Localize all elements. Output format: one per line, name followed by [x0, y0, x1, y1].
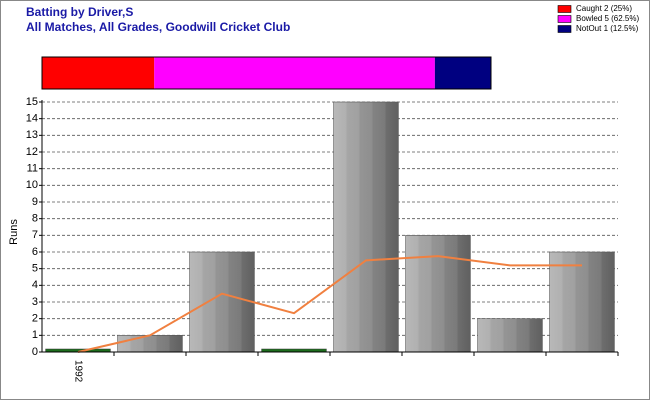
dismissal-segment — [154, 57, 435, 89]
legend-label: Bowled 5 (62.5%) — [576, 14, 639, 23]
chart-subtitle: All Matches, All Grades, Goodwill Cricke… — [26, 20, 290, 34]
y-axis-label: Runs — [8, 219, 20, 245]
average-line — [77, 255, 582, 353]
y-tick-label: 0 — [32, 346, 38, 358]
y-tick-label: 14 — [26, 113, 38, 125]
bar — [405, 235, 471, 353]
y-tick-label: 4 — [32, 279, 38, 291]
y-tick-label: 2 — [32, 313, 38, 325]
y-tick-label: 10 — [26, 179, 38, 191]
legend-swatch — [557, 25, 572, 33]
y-tick-label: 5 — [32, 263, 38, 275]
y-tick-label: 1 — [32, 329, 38, 341]
bar — [333, 101, 399, 353]
y-tick-label: 15 — [26, 96, 38, 108]
y-tick-label: 12 — [26, 146, 38, 158]
y-tick-label: 8 — [32, 213, 38, 225]
legend-label: Caught 2 (25%) — [576, 4, 632, 13]
legend-swatch — [557, 15, 572, 23]
dismissal-segment — [434, 57, 491, 89]
y-tick-label: 7 — [32, 229, 38, 241]
bar — [477, 318, 543, 353]
y-tick-label: 13 — [26, 129, 38, 141]
bar — [117, 335, 183, 353]
x-tick-label: 1992 — [72, 360, 83, 383]
y-tick-label: 6 — [32, 246, 38, 258]
bar — [189, 251, 255, 353]
chart-title: Batting by Driver,S — [26, 5, 133, 19]
bar — [549, 251, 615, 353]
dismissal-frame — [41, 56, 492, 90]
y-tick-label: 3 — [32, 296, 38, 308]
y-tick-label: 11 — [27, 163, 38, 175]
dismissal-segment — [42, 57, 155, 89]
y-tick-label: 9 — [32, 196, 38, 208]
legend-swatch — [557, 5, 572, 13]
legend-label: NotOut 1 (12.5%) — [576, 24, 639, 33]
